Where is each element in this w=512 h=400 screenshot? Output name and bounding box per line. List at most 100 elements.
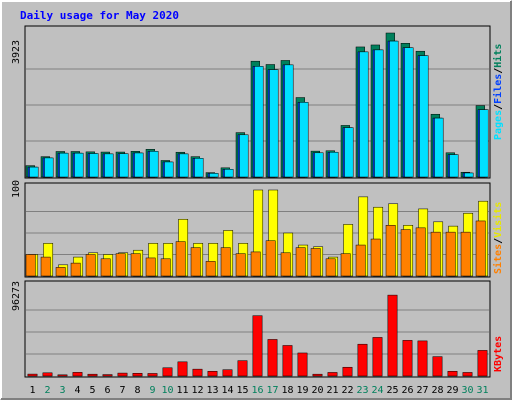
- x-tick-day-25: 25: [386, 385, 398, 396]
- legend-visits: Visits: [492, 202, 504, 238]
- bar-pages-day-5: [89, 153, 99, 178]
- x-tick-day-12: 12: [191, 385, 203, 396]
- bar-sites-day-31: [475, 220, 486, 277]
- bar-kbytes-day-14: [222, 369, 233, 377]
- bar-sites-day-16: [250, 251, 261, 277]
- bar-pages-day-7: [119, 153, 129, 178]
- x-tick-labels: 1 2 3 4 5 6 7 8 9 10 11 12 13 14 15 16 17 18 19 20 21 22 23 24 2…: [29, 385, 488, 396]
- bar-kbytes-day-18: [282, 345, 293, 377]
- legend-sep-2: /: [493, 68, 504, 74]
- bar-sites-day-22: [340, 253, 351, 277]
- x-tick-day-17: 17: [266, 385, 278, 396]
- bar-kbytes-day-22: [342, 366, 353, 377]
- panel-2-ymax-label: 100: [11, 180, 22, 198]
- x-tick-day-29: 29: [446, 385, 458, 396]
- x-tick-day-20: 20: [311, 385, 323, 396]
- bar-kbytes-day-12: [192, 368, 203, 377]
- x-tick-day-7: 7: [119, 385, 125, 396]
- x-tick-day-27: 27: [416, 385, 428, 396]
- bar-sites-day-2: [40, 256, 51, 277]
- bar-sites-day-17: [265, 240, 276, 277]
- bar-kbytes-day-4: [72, 372, 83, 377]
- legend-sep-3: /: [493, 238, 504, 244]
- x-tick-day-1: 1: [29, 385, 35, 396]
- bar-kbytes-day-7: [117, 372, 128, 377]
- bar-sites-day-12: [190, 247, 201, 277]
- panel-1-ymax-label: 3923: [11, 40, 22, 64]
- bar-sites-day-4: [70, 262, 81, 277]
- bar-sites-day-11: [175, 241, 186, 277]
- bar-kbytes-day-11: [177, 361, 188, 377]
- bar-pages-day-25: [389, 40, 399, 178]
- x-tick-day-11: 11: [176, 385, 188, 396]
- bar-sites-day-27: [415, 227, 426, 277]
- bar-kbytes-day-29: [447, 370, 458, 377]
- bar-sites-day-14: [220, 247, 231, 277]
- bar-kbytes-day-25: [387, 294, 398, 377]
- bar-kbytes-day-20: [312, 373, 323, 377]
- bar-sites-day-29: [445, 231, 456, 277]
- bar-pages-day-3: [59, 152, 69, 178]
- bar-kbytes-day-21: [327, 372, 338, 377]
- x-tick-day-28: 28: [431, 385, 443, 396]
- bar-sites-day-19: [295, 247, 306, 277]
- x-tick-day-22: 22: [341, 385, 353, 396]
- bar-kbytes-day-30: [462, 372, 473, 377]
- bar-kbytes-day-26: [402, 340, 413, 377]
- bar-kbytes-day-13: [207, 370, 218, 377]
- bar-kbytes-day-2: [42, 372, 53, 377]
- bar-pages-day-18: [284, 64, 294, 178]
- x-tick-day-13: 13: [206, 385, 218, 396]
- bar-sites-day-9: [145, 257, 156, 277]
- bar-sites-day-13: [205, 261, 216, 277]
- x-tick-day-5: 5: [89, 385, 95, 396]
- x-tick-day-30: 30: [461, 385, 473, 396]
- bar-pages-day-21: [329, 151, 339, 178]
- bar-pages-day-27: [419, 55, 429, 178]
- bar-kbytes-day-5: [87, 373, 98, 377]
- legend-pages: Pages: [493, 110, 504, 140]
- bar-sites-day-3: [55, 267, 66, 277]
- x-tick-day-23: 23: [356, 385, 368, 396]
- bar-pages-day-6: [104, 153, 114, 178]
- bar-kbytes-day-17: [267, 339, 278, 377]
- legend-sites: Sites: [492, 244, 504, 274]
- bar-pages-day-26: [404, 47, 414, 178]
- bar-sites-day-5: [85, 254, 96, 277]
- bar-sites-day-28: [430, 231, 441, 277]
- bar-kbytes-day-16: [252, 315, 263, 377]
- bar-sites-day-15: [235, 253, 246, 277]
- bar-kbytes-day-10: [162, 367, 173, 377]
- x-tick-day-14: 14: [221, 385, 233, 396]
- bar-kbytes-day-6: [102, 374, 113, 377]
- bar-pages-day-11: [179, 153, 189, 178]
- bar-pages-day-2: [44, 157, 54, 178]
- x-tick-day-3: 3: [59, 385, 65, 396]
- legend-sites-visits: Sites/Visits: [492, 202, 504, 274]
- bar-sites-day-26: [400, 229, 411, 277]
- chart-title: Daily usage for May 2020: [20, 9, 179, 22]
- bar-pages-day-4: [74, 152, 84, 178]
- bar-sites-day-23: [355, 244, 366, 277]
- legend-files: Files: [492, 74, 504, 104]
- bar-pages-day-16: [254, 66, 264, 178]
- bar-kbytes-day-24: [372, 337, 383, 377]
- bar-sites-day-25: [385, 225, 396, 277]
- bar-sites-day-8: [130, 253, 141, 277]
- bar-pages-day-31: [479, 109, 489, 178]
- x-tick-day-10: 10: [161, 385, 173, 396]
- bar-kbytes-day-15: [237, 360, 248, 377]
- bar-sites-day-1: [25, 254, 36, 277]
- x-tick-day-19: 19: [296, 385, 308, 396]
- bars-layer: [25, 32, 489, 377]
- x-tick-day-24: 24: [371, 385, 383, 396]
- bar-sites-day-6: [100, 258, 111, 277]
- x-tick-day-15: 15: [236, 385, 248, 396]
- bar-pages-day-12: [194, 158, 204, 178]
- bar-kbytes-day-1: [27, 373, 38, 377]
- bar-pages-day-9: [149, 151, 159, 178]
- x-tick-day-26: 26: [401, 385, 413, 396]
